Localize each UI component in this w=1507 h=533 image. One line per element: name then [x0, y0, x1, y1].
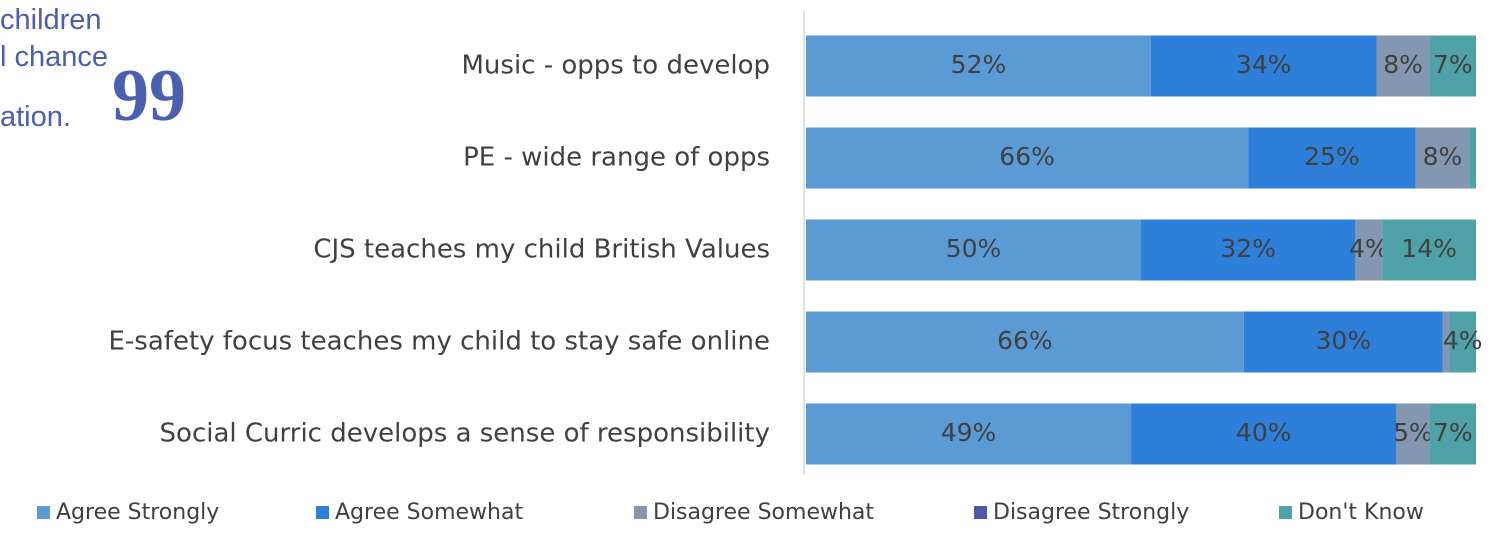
category-label: Social Curric develops a sense of respon…: [160, 419, 770, 449]
stacked-bar-chart: Music - opps to develop 52% 34% 8% 7% PE - wi…: [109, 10, 1483, 475]
legend-item: Disagree Strongly: [974, 500, 1189, 525]
data-label: 34%: [1236, 50, 1292, 79]
data-label: 50%: [946, 234, 1002, 263]
legend-item: Disagree Somewhat: [634, 500, 874, 525]
legend-label: Don't Know: [1298, 500, 1424, 525]
bar-segment: [806, 311, 1244, 373]
data-label: 14%: [1401, 234, 1457, 263]
bar-segment: [806, 127, 1249, 189]
bar-segment: [1355, 219, 1383, 281]
chart-legend: Agree Strongly Agree Somewhat Disagree Som…: [0, 500, 1507, 533]
data-label: 7%: [1433, 418, 1473, 447]
data-label: 25%: [1304, 142, 1360, 171]
legend-item: Don't Know: [1279, 500, 1424, 525]
data-label: 32%: [1220, 234, 1276, 263]
bar-segment: [1429, 35, 1476, 97]
bar-segment: [1382, 219, 1476, 281]
bar-segment: [806, 403, 1132, 465]
bar-segment: [1131, 403, 1397, 465]
data-label: 40%: [1236, 418, 1292, 447]
data-label: 4%: [1443, 326, 1483, 355]
category-label: PE - wide range of opps: [463, 143, 770, 173]
bar-segment: [1396, 403, 1430, 465]
legend-swatch: [974, 506, 987, 519]
data-label: 30%: [1316, 326, 1372, 355]
legend-item: Agree Somewhat: [316, 500, 523, 525]
data-label: 52%: [951, 50, 1007, 79]
category-label: Music - opps to develop: [462, 51, 771, 81]
bar-segment: [1415, 127, 1470, 189]
quote-line-2: l chance: [0, 41, 109, 73]
data-label: 49%: [941, 418, 997, 447]
bar-segment: [1141, 219, 1356, 281]
legend-label: Agree Somewhat: [335, 500, 524, 525]
bar-segment: [1429, 403, 1476, 465]
category-label: E-safety focus teaches my child to stay …: [109, 327, 771, 357]
bar-segment: [806, 219, 1141, 281]
bar-segment: [1376, 35, 1430, 97]
bar-segment: [1442, 311, 1450, 373]
bar-segment: [1243, 311, 1443, 373]
data-label: 4%: [1349, 234, 1389, 263]
quote-fragment: children l chance ation. 99: [0, 0, 200, 150]
data-label: 66%: [997, 326, 1053, 355]
bar-segment: [1150, 35, 1377, 97]
bar-segment: [806, 35, 1151, 97]
data-label: 8%: [1423, 142, 1463, 171]
legend-label: Disagree Somewhat: [653, 500, 875, 525]
legend-label: Agree Strongly: [56, 500, 220, 525]
category-label: CJS teaches my child British Values: [313, 235, 770, 265]
data-label: 66%: [999, 142, 1055, 171]
quote-line-1: children: [0, 4, 102, 36]
legend-swatch: [634, 506, 647, 519]
bar-segment: [1248, 127, 1416, 189]
legend-swatch: [316, 506, 329, 519]
legend-swatch: [37, 506, 50, 519]
legend-swatch: [1279, 506, 1292, 519]
data-label: 7%: [1433, 50, 1473, 79]
quote-line-3: ation.: [0, 101, 71, 133]
data-label: 5%: [1393, 418, 1433, 447]
bar-segment: [1469, 127, 1476, 189]
data-label: 8%: [1383, 50, 1423, 79]
legend-item: Agree Strongly: [37, 500, 219, 525]
legend-label: Disagree Strongly: [993, 500, 1190, 525]
bar-segment: [1449, 311, 1476, 373]
